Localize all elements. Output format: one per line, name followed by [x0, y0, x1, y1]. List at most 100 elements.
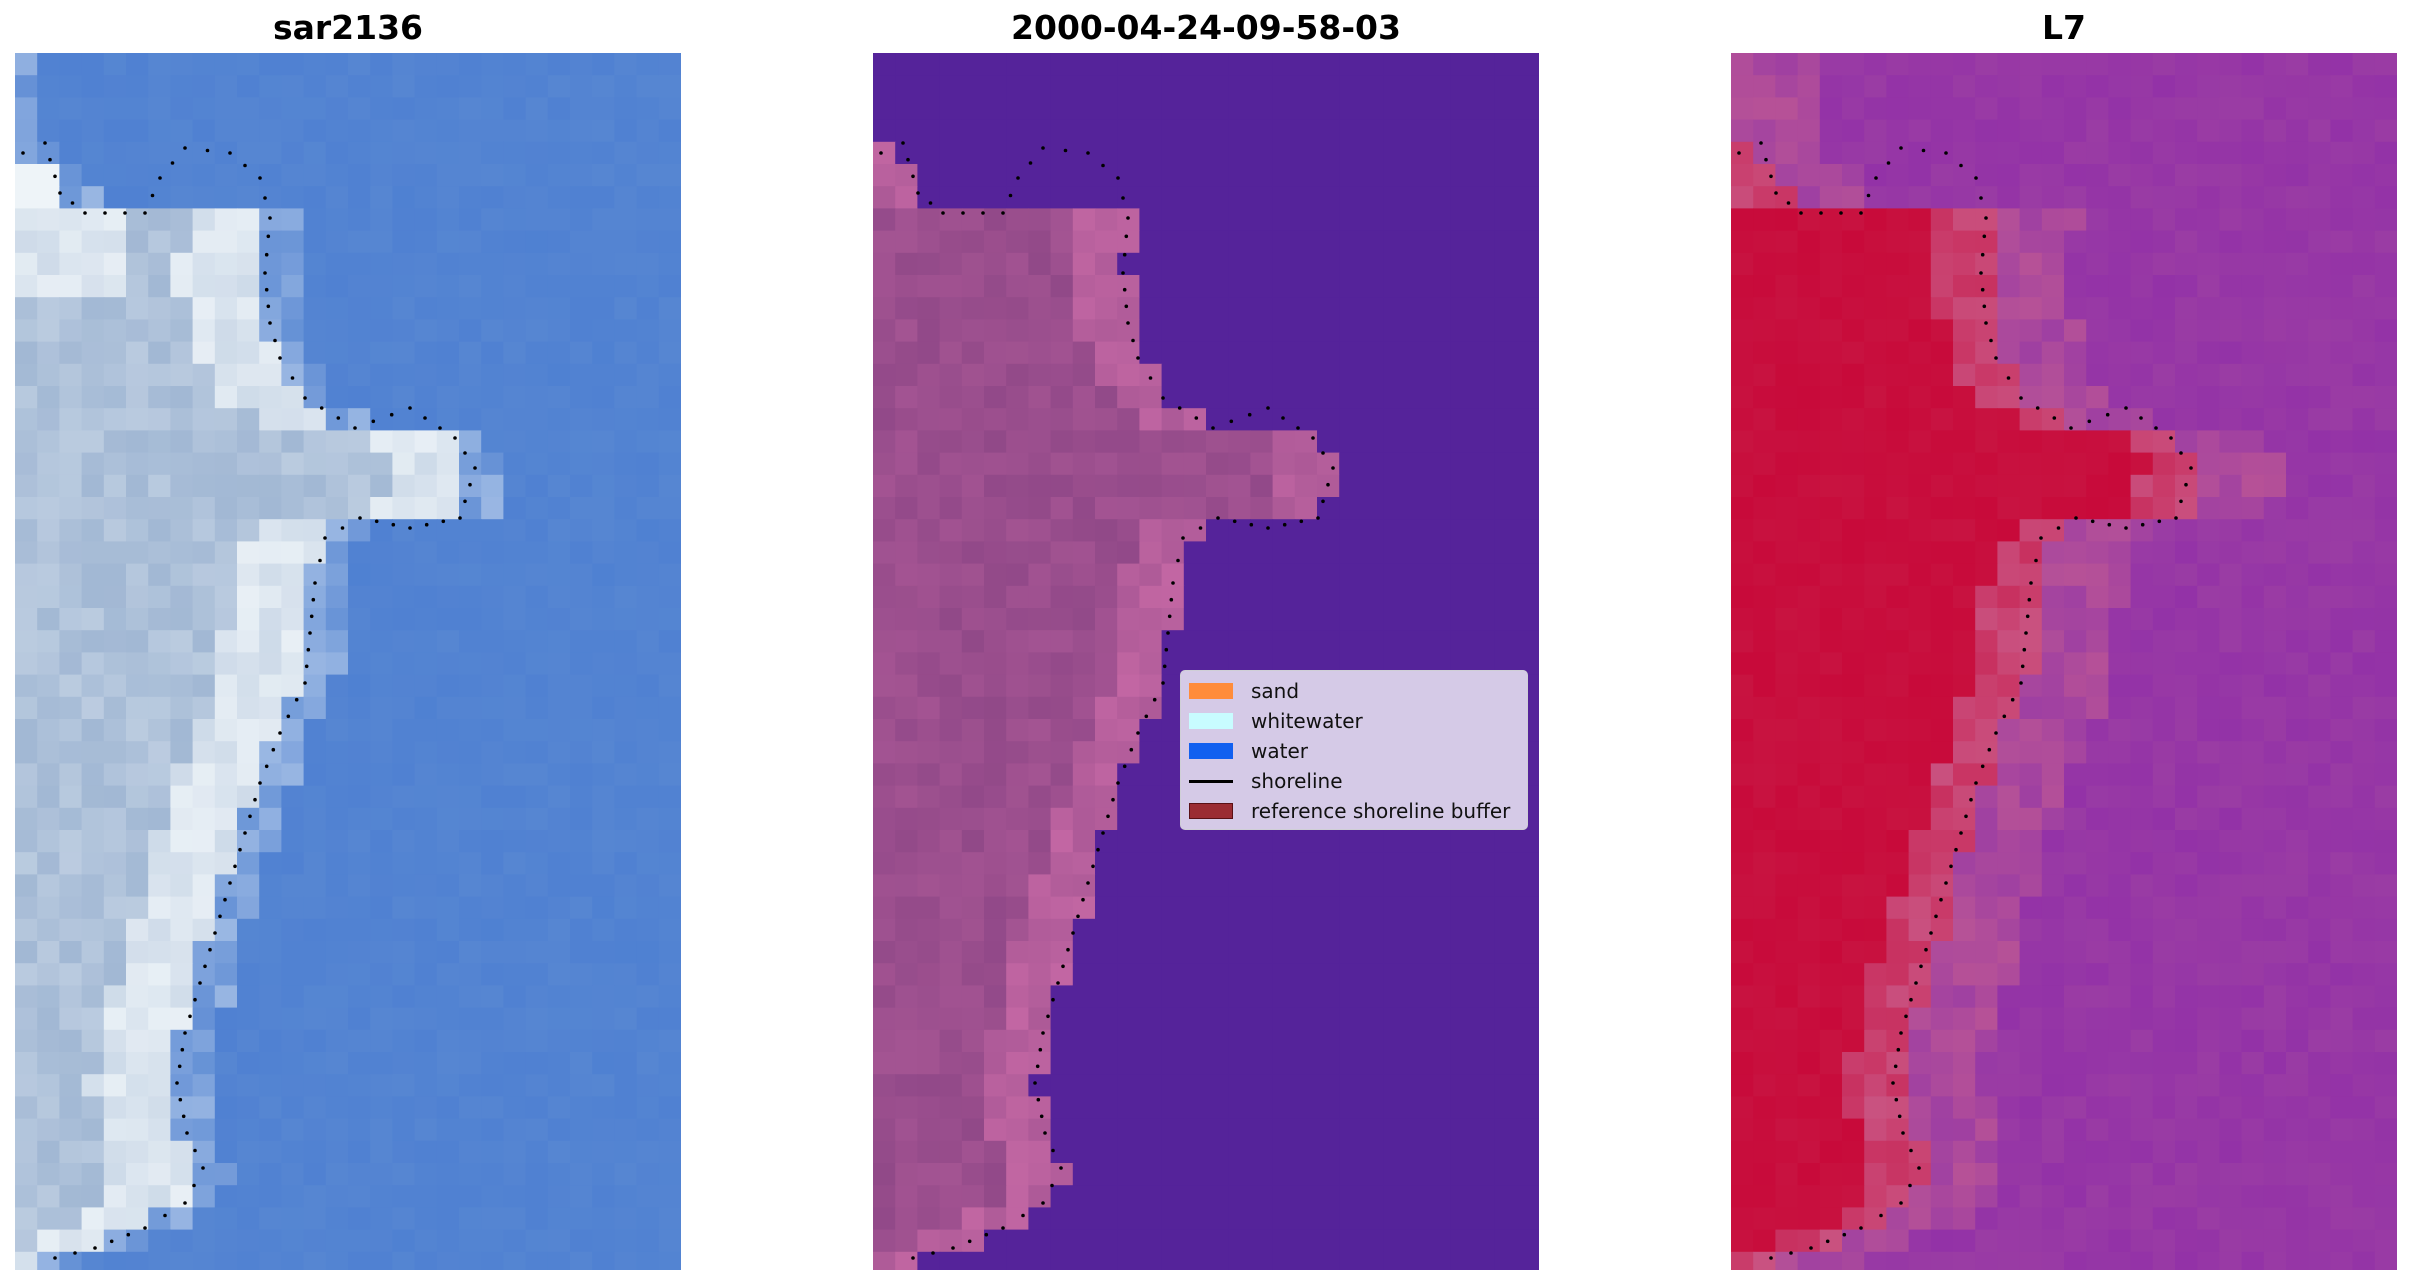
image-pixel: [592, 208, 615, 232]
image-pixel: [1272, 75, 1296, 98]
image-pixel: [348, 985, 371, 1009]
image-pixel: [1450, 541, 1473, 565]
image-pixel: [414, 97, 438, 121]
image-pixel: [2241, 830, 2265, 853]
image-pixel: [148, 1096, 171, 1120]
image-pixel: [1997, 696, 2021, 720]
image-pixel: [37, 719, 60, 742]
image-pixel: [1072, 386, 1096, 409]
image-pixel: [392, 963, 416, 986]
image-pixel: [1339, 1207, 1362, 1231]
image-pixel: [259, 1163, 282, 1186]
image-pixel: [148, 941, 171, 964]
image-pixel: [59, 363, 83, 387]
image-pixel: [1842, 363, 1865, 387]
image-pixel: [1161, 1163, 1185, 1186]
image-pixel: [2374, 186, 2397, 209]
image-pixel: [636, 1251, 660, 1270]
image-pixel: [592, 763, 615, 787]
image-pixel: [1886, 630, 1910, 653]
image-pixel: [192, 1096, 216, 1120]
image-pixel: [148, 985, 171, 1009]
image-pixel: [570, 519, 593, 542]
image-pixel: [214, 297, 238, 320]
image-pixel: [370, 363, 393, 387]
image-pixel: [325, 141, 349, 165]
image-pixel: [103, 985, 127, 1009]
image-pixel: [1250, 297, 1274, 320]
image-pixel: [917, 896, 941, 920]
image-pixel: [1450, 519, 1473, 542]
image-pixel: [592, 319, 615, 343]
image-pixel: [1361, 918, 1385, 942]
image-pixel: [2197, 341, 2220, 365]
image-pixel: [1731, 963, 1754, 986]
image-pixel: [1472, 164, 1496, 187]
image-pixel: [570, 741, 593, 764]
image-pixel: [81, 53, 105, 76]
image-pixel: [1775, 852, 1799, 875]
image-pixel: [2330, 630, 2354, 653]
image-pixel: [2108, 1029, 2132, 1053]
shoreline-dot: [1229, 419, 1234, 424]
image-pixel: [658, 341, 681, 365]
image-pixel: [1516, 386, 1539, 409]
image-pixel: [570, 452, 593, 476]
image-pixel: [2108, 1007, 2132, 1031]
image-pixel: [592, 1207, 615, 1231]
image-pixel: [1294, 75, 1318, 98]
image-pixel: [1028, 541, 1052, 565]
image-pixel: [1405, 963, 1429, 986]
image-pixel: [148, 1229, 171, 1253]
shoreline-dot: [266, 234, 271, 239]
image-pixel: [1272, 186, 1296, 209]
image-pixel: [1028, 1163, 1052, 1186]
image-pixel: [2086, 830, 2109, 853]
image-pixel: [370, 1163, 393, 1186]
image-pixel: [81, 852, 105, 875]
image-pixel: [170, 874, 194, 898]
image-pixel: [939, 541, 963, 565]
image-pixel: [2130, 186, 2154, 209]
image-pixel: [1864, 674, 1887, 698]
image-pixel: [59, 1229, 83, 1253]
image-pixel: [348, 807, 371, 831]
image-pixel: [1908, 141, 1932, 165]
image-pixel: [2019, 208, 2043, 232]
image-pixel: [873, 97, 896, 121]
image-pixel: [214, 763, 238, 787]
image-pixel: [126, 741, 149, 764]
image-pixel: [525, 696, 549, 720]
image-pixel: [1006, 608, 1029, 631]
image-pixel: [1997, 852, 2021, 875]
image-pixel: [1072, 696, 1096, 720]
image-pixel: [414, 319, 438, 343]
image-pixel: [303, 119, 327, 143]
image-pixel: [1206, 75, 1229, 98]
image-pixel: [170, 1229, 194, 1253]
image-pixel: [2064, 630, 2087, 653]
image-pixel: [126, 985, 149, 1009]
image-pixel: [1819, 807, 1843, 831]
image-pixel: [1819, 208, 1843, 232]
image-pixel: [1161, 319, 1185, 343]
image-pixel: [917, 763, 941, 787]
image-pixel: [1450, 1140, 1473, 1164]
image-pixel: [1886, 1029, 1910, 1053]
image-pixel: [592, 474, 615, 498]
image-pixel: [1072, 608, 1096, 631]
image-pixel: [2019, 164, 2043, 187]
image-pixel: [1494, 1251, 1518, 1270]
image-pixel: [939, 1029, 963, 1053]
image-pixel: [214, 741, 238, 764]
image-pixel: [570, 186, 593, 209]
image-pixel: [2263, 363, 2287, 387]
image-pixel: [636, 1007, 660, 1031]
image-pixel: [1797, 741, 1821, 764]
image-pixel: [2330, 1007, 2354, 1031]
image-pixel: [1472, 408, 1496, 431]
image-pixel: [1997, 252, 2021, 276]
image-pixel: [81, 1251, 105, 1270]
image-pixel: [237, 630, 260, 653]
image-pixel: [126, 363, 149, 387]
